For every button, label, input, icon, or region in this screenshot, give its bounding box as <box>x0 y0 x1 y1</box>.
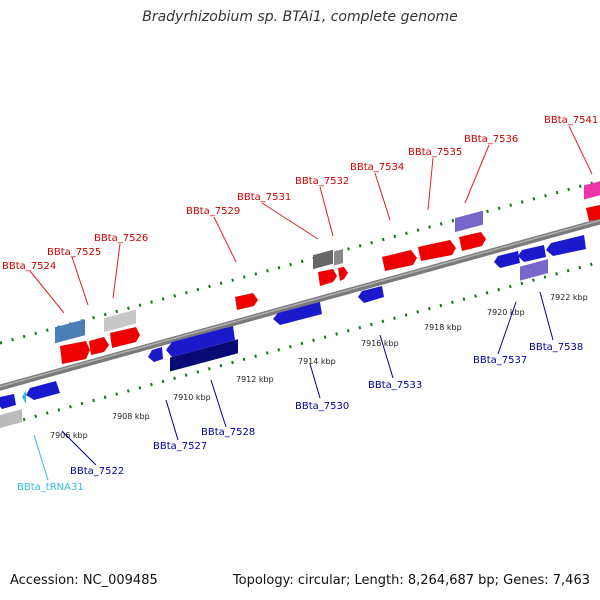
gene-arrow[interactable] <box>0 394 16 409</box>
gene-arrow[interactable] <box>166 326 235 357</box>
scale-label: 7908 kbp <box>112 412 150 421</box>
forward-genes <box>60 205 600 364</box>
gene-label[interactable]: BBta_7529 <box>186 206 240 217</box>
scale-label: 7918 kbp <box>424 323 462 332</box>
map-title: Bradyrhizobium sp. BTAi1, complete genom… <box>142 9 458 25</box>
leader-line <box>427 157 434 211</box>
gene-arrow[interactable] <box>546 235 586 256</box>
gene-box[interactable] <box>313 249 333 270</box>
gene-arrow[interactable] <box>235 293 258 310</box>
gene-box[interactable] <box>520 259 548 281</box>
gene-label[interactable]: BBta_7533 <box>368 380 422 391</box>
accession-label: Accession: NC_009485 <box>10 573 158 588</box>
trna-marker[interactable] <box>22 390 26 404</box>
gene-label[interactable]: BBta_7526 <box>94 233 148 244</box>
gene-label[interactable]: BBta_7528 <box>201 427 255 438</box>
gene-label[interactable]: BBta_7531 <box>237 192 291 203</box>
gene-arrow[interactable] <box>110 327 140 348</box>
gene-box[interactable] <box>455 210 483 233</box>
forward-tick-row <box>0 179 600 345</box>
scale-label: 7920 kbp <box>487 308 525 317</box>
leader-line <box>213 216 237 263</box>
gene-label[interactable]: BBta_7534 <box>350 162 404 173</box>
gene-box[interactable] <box>0 409 22 428</box>
scale-label: 7906 kbp <box>50 431 88 440</box>
gene-arrow[interactable] <box>586 205 600 221</box>
forward-labels: BBta_7524 BBta_7525 BBta_7526 BBta_7529 … <box>2 115 598 272</box>
leader-line <box>464 144 490 204</box>
gene-arrow[interactable] <box>494 251 520 268</box>
forward-leaders <box>29 125 593 314</box>
reverse-labels: BBta_7522 BBta_7527 BBta_7528 BBta_7530 … <box>70 342 583 477</box>
gene-label[interactable]: BBta_7536 <box>464 134 518 145</box>
leader-line <box>112 243 121 299</box>
gene-arrow[interactable] <box>89 337 109 355</box>
leader-line <box>165 399 179 441</box>
gene-arrow[interactable] <box>418 240 456 261</box>
gene-label[interactable]: BBta_7524 <box>2 261 56 272</box>
gene-label[interactable]: BBta_7532 <box>295 176 349 187</box>
gene-label[interactable]: BBta_7530 <box>295 401 349 412</box>
gene-arrow[interactable] <box>459 232 486 251</box>
gene-arrow[interactable] <box>273 302 322 325</box>
leader-line <box>29 270 65 314</box>
gene-arrow[interactable] <box>358 286 384 303</box>
gene-box[interactable] <box>55 319 85 344</box>
leader-line <box>374 172 391 221</box>
gene-arrow[interactable] <box>148 347 163 362</box>
genome-backbone-highlight <box>0 219 600 388</box>
gene-arrow[interactable] <box>318 269 337 286</box>
gene-label[interactable]: BBta_7525 <box>47 247 101 258</box>
gene-arrow[interactable] <box>518 245 546 262</box>
scale-label: 7922 kbp <box>550 293 588 302</box>
trna-leader-line <box>33 434 49 481</box>
gene-arrow[interactable] <box>382 250 417 271</box>
reverse-genes <box>0 235 586 409</box>
leader-line <box>210 379 227 428</box>
scale-label: 7914 kbp <box>298 357 336 366</box>
genome-backbone <box>0 218 600 391</box>
scale-labels: 7906 kbp 7908 kbp 7910 kbp 7912 kbp 7914… <box>50 293 588 440</box>
gene-label[interactable]: BBta_7527 <box>153 441 207 452</box>
gene-label[interactable]: BBta_7522 <box>70 466 124 477</box>
leader-line <box>71 256 89 306</box>
gene-box[interactable] <box>334 249 343 266</box>
leader-line <box>379 334 394 379</box>
genome-summary: Topology: circular; Length: 8,264,687 bp… <box>232 573 590 588</box>
leader-line <box>309 363 321 399</box>
gene-label[interactable]: BBta_tRNA31 <box>17 482 84 493</box>
gene-box[interactable] <box>584 181 600 200</box>
scale-label: 7916 kbp <box>361 339 399 348</box>
leader-line <box>319 186 334 237</box>
gene-label[interactable]: BBta_7541 <box>544 115 598 126</box>
gene-label[interactable]: BBta_7538 <box>529 342 583 353</box>
leader-line <box>539 291 554 341</box>
gene-label[interactable]: BBta_7535 <box>408 147 462 158</box>
leader-line <box>61 430 97 466</box>
scale-label: 7912 kbp <box>236 375 274 384</box>
gene-box[interactable] <box>170 339 238 372</box>
leader-line <box>497 301 517 355</box>
reverse-leaders <box>61 291 554 466</box>
scale-label: 7910 kbp <box>173 393 211 402</box>
gene-label[interactable]: BBta_7537 <box>473 355 527 366</box>
leader-line <box>261 202 319 240</box>
gene-arrow[interactable] <box>60 341 90 364</box>
gene-box[interactable] <box>104 309 136 333</box>
leader-line <box>568 125 593 175</box>
gene-arrow[interactable] <box>338 267 348 281</box>
gene-arrow[interactable] <box>26 381 60 400</box>
